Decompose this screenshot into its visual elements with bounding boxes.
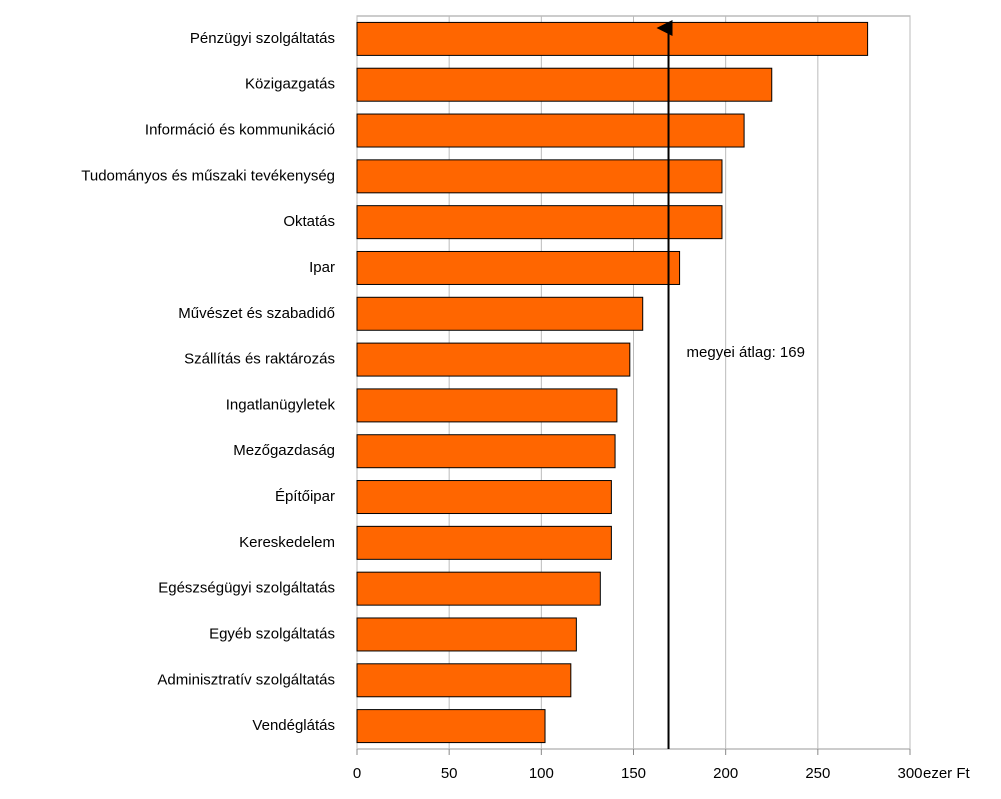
y-tick-label: Kereskedelem <box>239 534 335 551</box>
y-tick-label: Tudományos és műszaki tevékenység <box>81 167 335 184</box>
y-tick-label: Mezőgazdaság <box>233 442 335 459</box>
y-tick-label: Pénzügyi szolgáltatás <box>190 30 335 47</box>
y-tick-label: Ipar <box>309 259 335 276</box>
y-tick-label: Ingatlanügyletek <box>226 396 336 413</box>
y-tick-label: Építőipar <box>275 488 335 505</box>
x-unit: ezer Ft <box>923 765 971 782</box>
y-tick-label: Közigazgatás <box>245 76 335 93</box>
bar <box>356 159 723 194</box>
bar <box>356 342 631 377</box>
y-tick-label: Oktatás <box>283 213 335 230</box>
average-label: megyei átlag: 169 <box>687 344 805 361</box>
x-tick-label: 250 <box>805 765 830 782</box>
y-tick-label: Szállítás és raktározás <box>184 351 335 368</box>
bar <box>356 480 612 515</box>
y-tick-label: Adminisztratív szolgáltatás <box>157 671 335 688</box>
x-tick-label: 50 <box>441 765 458 782</box>
y-tick-label: Információ és kommunikáció <box>145 122 335 139</box>
bar <box>356 663 572 698</box>
bar <box>356 709 546 744</box>
x-tick-label: 150 <box>621 765 646 782</box>
bar <box>356 21 869 56</box>
x-tick-label: 100 <box>529 765 554 782</box>
x-tick-label: 200 <box>713 765 738 782</box>
x-tick-label: 0 <box>353 765 361 782</box>
y-tick-label: Egészségügyi szolgáltatás <box>158 580 335 597</box>
bar <box>356 113 745 148</box>
bar <box>356 388 618 423</box>
bar <box>356 571 601 606</box>
bar <box>356 205 723 240</box>
x-tick-label: 300 <box>897 765 922 782</box>
bar <box>356 296 644 331</box>
bar <box>356 525 612 560</box>
y-tick-label: Egyéb szolgáltatás <box>209 625 335 642</box>
bar <box>356 434 616 469</box>
y-tick-label: Művészet és szabadidő <box>178 305 335 322</box>
bar <box>356 250 681 285</box>
bar <box>356 617 577 652</box>
bar <box>356 67 773 102</box>
y-tick-label: Vendéglátás <box>252 717 335 734</box>
